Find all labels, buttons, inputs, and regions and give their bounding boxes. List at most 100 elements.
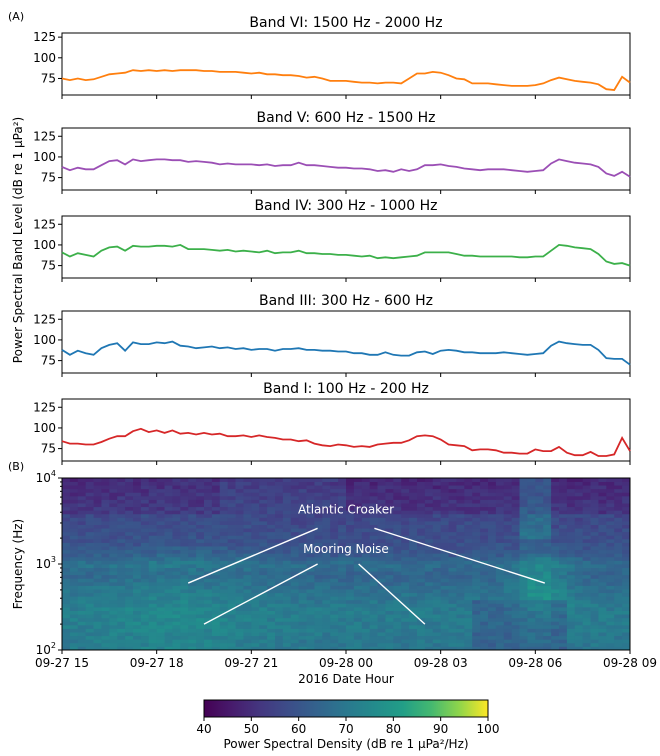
spectrogram-cell <box>180 481 189 486</box>
spectrogram-cell <box>180 632 189 637</box>
spectrogram-cell <box>480 485 489 490</box>
spectrogram-cell <box>93 556 102 561</box>
spectrogram-cell <box>275 603 284 608</box>
spectrogram-cell <box>140 574 150 579</box>
spectrogram-cell <box>196 521 205 525</box>
spectrogram-cell <box>488 546 497 551</box>
spectrogram-cell <box>566 614 576 619</box>
spectrogram-cell <box>511 553 520 558</box>
spectrogram-cell <box>472 478 481 482</box>
spectrogram-cell <box>369 521 378 525</box>
spectrogram-cell <box>598 635 607 640</box>
spectrogram-cell <box>495 485 505 490</box>
spectrogram-cell <box>353 632 363 637</box>
spectrogram-cell <box>527 574 536 579</box>
spectrogram-cell <box>117 531 126 536</box>
spectrogram-cell <box>456 564 465 568</box>
spectrogram-cell <box>322 632 331 637</box>
spectrogram-cell <box>156 599 165 604</box>
spectrogram-cell <box>543 513 552 518</box>
spectrogram-cell <box>125 492 134 497</box>
spectrogram-cell <box>543 574 552 579</box>
spectrogram-cell <box>251 635 260 640</box>
spectrogram-cell <box>235 510 244 515</box>
spectrogram-cell <box>519 628 528 633</box>
spectrogram-cell <box>164 546 173 551</box>
spectrogram-cell <box>361 571 371 576</box>
spectrogram-cell <box>93 538 102 543</box>
spectrogram-cell <box>417 624 426 629</box>
spectrogram-cell <box>566 646 576 651</box>
spectrogram-cell <box>590 628 599 633</box>
spectrogram-cell <box>298 535 307 540</box>
spectrogram-cell <box>188 553 197 558</box>
spectrogram-cell <box>243 560 252 565</box>
spectrogram-cell <box>527 564 536 568</box>
spectrogram-cell <box>93 581 102 586</box>
spectrogram-cell <box>559 538 568 543</box>
spectrogram-cell <box>314 646 323 651</box>
spectrogram-cell <box>353 517 363 522</box>
spectrogram-cell <box>559 510 568 515</box>
spectrogram-cell <box>346 556 355 561</box>
spectrogram-cell <box>346 589 355 594</box>
spectrogram-cell <box>204 556 213 561</box>
spectrogram-cell <box>314 614 323 619</box>
spectrogram-cell <box>385 564 394 568</box>
spectrogram-cell <box>101 535 110 540</box>
spectrogram-cell <box>480 581 489 586</box>
spectrogram-cell <box>330 628 339 633</box>
spectrogram-cell <box>117 510 126 515</box>
spectrogram-cell <box>409 581 418 586</box>
spectrogram-cell <box>511 506 520 511</box>
spectrogram-cell <box>574 578 584 583</box>
spectrogram-cell <box>495 531 505 536</box>
spectrogram-cell <box>409 621 418 626</box>
spectrogram-cell <box>385 492 394 497</box>
spectrogram-cell <box>606 510 615 515</box>
spectrogram-cell <box>535 492 544 497</box>
spectrogram-cell <box>519 553 528 558</box>
spectrogram-cell <box>148 517 158 522</box>
spectrogram-cell <box>188 503 197 508</box>
spectrogram-cell <box>401 603 410 608</box>
spectrogram-cell <box>361 524 371 529</box>
spectrogram-cell <box>77 621 87 626</box>
spectrogram-cell <box>188 599 197 604</box>
spectrogram-cell <box>85 592 94 597</box>
spectrogram-cell <box>101 646 110 651</box>
spectrogram-cell <box>543 599 552 604</box>
spectrogram-cell <box>606 485 615 490</box>
annotation-pointer <box>358 563 426 625</box>
spectrogram-cell <box>535 632 544 637</box>
spectrogram-cell <box>338 585 347 590</box>
colorbar-tick-label: 90 <box>433 722 448 736</box>
spectrogram-cell <box>417 642 426 647</box>
spectrogram-cell <box>590 510 599 515</box>
spectrogram-cell <box>543 556 552 561</box>
spectrogram-cell <box>480 513 489 518</box>
spectrogram-cell <box>503 585 513 590</box>
spectrogram-cell <box>77 564 87 568</box>
spectrogram-cell <box>480 560 489 565</box>
spectrogram-cell <box>306 556 315 561</box>
spectrogram-cell <box>109 610 118 615</box>
spectrogram-cell <box>219 495 229 500</box>
spectrogram-cell <box>251 542 260 547</box>
spectrogram-cell <box>417 567 426 572</box>
spectrogram-cell <box>385 635 394 640</box>
spectrogram-cell <box>62 560 71 565</box>
spectrogram-cell <box>519 560 528 565</box>
spectrogram-cell <box>148 603 158 608</box>
spectrogram-cell <box>77 499 87 504</box>
spectrogram-cell <box>164 513 173 518</box>
spectrogram-cell <box>369 574 378 579</box>
spectrogram-cell <box>156 564 165 568</box>
spectrogram-cell <box>306 517 315 522</box>
spectrogram-cell <box>282 603 292 608</box>
spectrogram-cell <box>409 646 418 651</box>
spectrogram-cell <box>62 564 71 568</box>
spectrogram-cell <box>606 560 615 565</box>
spectrogram-cell <box>519 556 528 561</box>
spectrogram-cell <box>219 596 229 601</box>
